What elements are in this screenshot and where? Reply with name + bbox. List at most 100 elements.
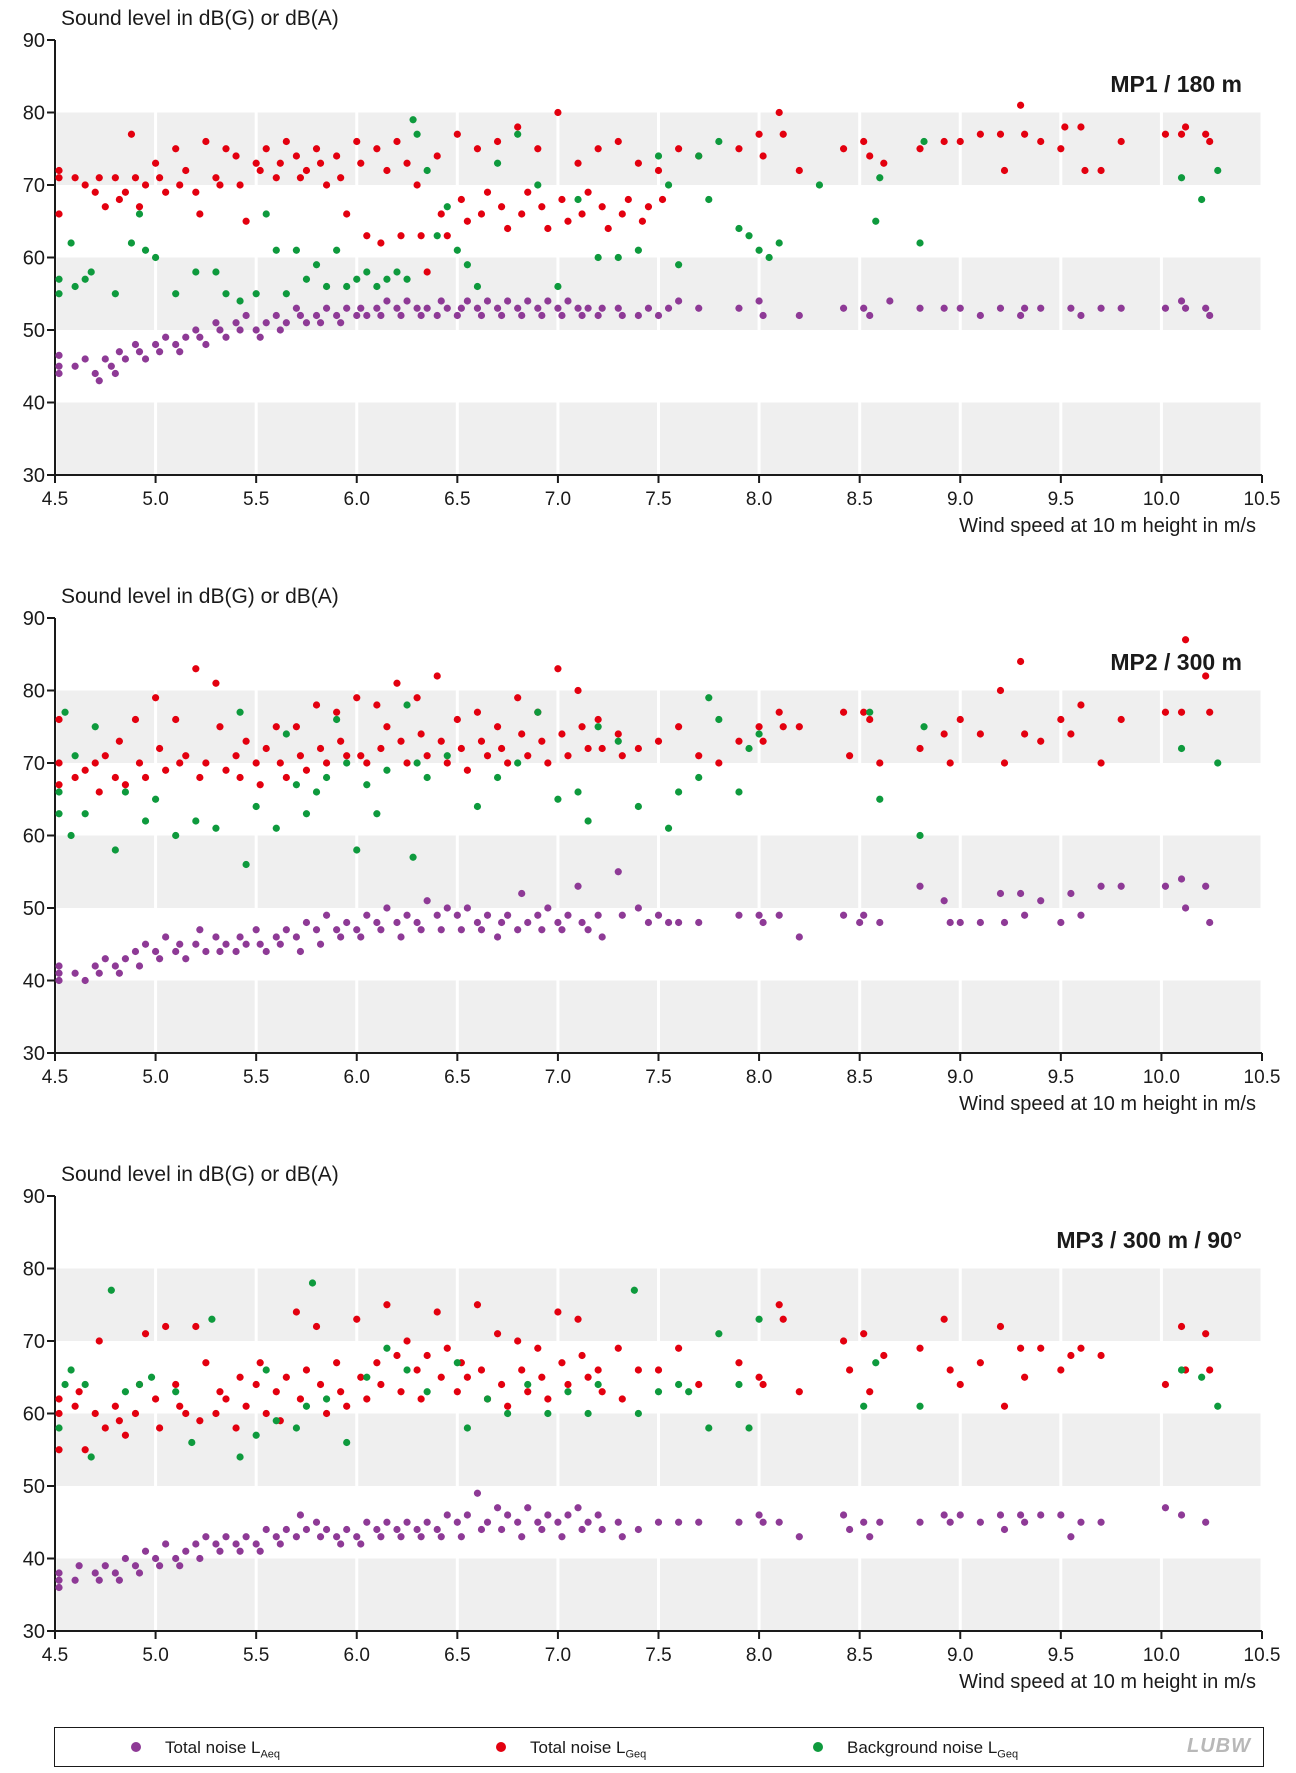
- x-tick-label: 8.5: [846, 489, 872, 510]
- data-point-green: [292, 1424, 300, 1432]
- data-point-purple: [216, 326, 224, 334]
- legend-label: Total noise L: [165, 1738, 261, 1757]
- data-point-green: [272, 246, 280, 254]
- data-point-red: [156, 174, 164, 182]
- data-point-purple: [1202, 1518, 1210, 1526]
- data-point-red: [55, 174, 63, 182]
- data-point-purple: [135, 962, 144, 970]
- y-tick-label: 80: [23, 103, 45, 125]
- data-point-red: [196, 773, 204, 782]
- data-point-purple: [121, 955, 130, 963]
- data-point-red: [357, 159, 365, 167]
- data-point-purple: [695, 304, 703, 312]
- data-point-purple: [1181, 904, 1190, 912]
- data-point-green: [876, 795, 884, 803]
- data-point-purple: [578, 918, 586, 927]
- x-tick-label: 5.5: [243, 1645, 269, 1666]
- data-point-purple: [343, 1525, 351, 1534]
- data-point-red: [172, 145, 180, 153]
- data-point-red: [141, 181, 150, 189]
- data-point-purple: [292, 304, 300, 312]
- data-point-green: [715, 137, 723, 146]
- data-point-red: [1202, 1330, 1210, 1338]
- data-point-purple: [594, 1511, 602, 1519]
- data-point-red: [477, 737, 486, 745]
- data-point-green: [192, 817, 200, 825]
- data-point-purple: [1206, 311, 1214, 320]
- legend-marker-green: [813, 1741, 823, 1752]
- data-point-green: [574, 788, 582, 796]
- data-point-red: [1081, 166, 1089, 175]
- y-tick-label: 70: [23, 753, 45, 775]
- data-point-red: [242, 217, 250, 225]
- data-point-red: [715, 759, 723, 767]
- data-point-red: [131, 174, 140, 182]
- data-point-red: [675, 145, 683, 153]
- data-point-red: [222, 1395, 230, 1403]
- data-point-purple: [996, 304, 1005, 312]
- data-point-purple: [232, 319, 240, 327]
- data-point-purple: [584, 304, 592, 312]
- data-point-red: [151, 159, 160, 167]
- data-point-red: [337, 174, 345, 182]
- data-point-red: [222, 766, 230, 774]
- data-point-green: [614, 253, 622, 262]
- data-point-red: [417, 1395, 425, 1403]
- data-point-purple: [946, 1518, 954, 1526]
- data-point-purple: [1161, 1504, 1170, 1512]
- data-point-red: [101, 1424, 109, 1432]
- data-point-green: [453, 246, 461, 254]
- data-point-red: [115, 1417, 123, 1425]
- data-point-purple: [759, 918, 767, 927]
- data-point-red: [222, 145, 230, 153]
- data-point-green: [111, 846, 119, 854]
- data-point-red: [1037, 137, 1045, 146]
- legend-label: Background noise L: [847, 1738, 998, 1757]
- data-point-purple: [558, 1533, 566, 1541]
- data-point-red: [403, 159, 411, 167]
- data-point-red: [996, 130, 1005, 138]
- data-point-red: [695, 752, 703, 760]
- data-point-purple: [574, 882, 582, 890]
- data-point-red: [846, 1366, 854, 1374]
- data-point-red: [544, 1395, 552, 1403]
- data-point-purple: [337, 319, 345, 327]
- data-point-purple: [695, 918, 703, 927]
- data-point-purple: [216, 947, 224, 956]
- data-point-green: [916, 831, 924, 840]
- data-point-red: [262, 1409, 270, 1418]
- legend-item-total-noise-lgeq: Total noise LGeq: [496, 1738, 646, 1760]
- data-point-purple: [176, 1562, 184, 1570]
- data-point-purple: [296, 947, 305, 956]
- data-point-purple: [457, 926, 465, 934]
- y-tick-label: 70: [23, 1331, 45, 1353]
- data-point-red: [846, 752, 854, 760]
- data-point-purple: [1097, 304, 1105, 312]
- data-point-purple: [876, 918, 884, 927]
- x-tick-label: 5.0: [142, 489, 168, 510]
- data-point-purple: [343, 918, 351, 927]
- data-point-red: [594, 145, 602, 153]
- data-point-red: [256, 1359, 264, 1367]
- data-point-purple: [397, 933, 405, 941]
- data-point-green: [735, 788, 743, 796]
- data-point-purple: [423, 304, 431, 312]
- data-point-purple: [477, 311, 486, 320]
- data-point-green: [745, 232, 753, 240]
- data-point-purple: [373, 1525, 381, 1534]
- data-point-purple: [504, 1511, 512, 1519]
- data-point-purple: [735, 1518, 743, 1526]
- data-point-purple: [115, 969, 123, 977]
- data-point-purple: [1206, 918, 1214, 927]
- data-point-red: [292, 1308, 300, 1316]
- data-point-red: [1017, 657, 1025, 666]
- data-point-purple: [135, 348, 144, 356]
- data-point-red: [614, 1344, 622, 1352]
- y-tick-label: 90: [23, 30, 45, 52]
- panel-label: MP2 / 300 m: [1110, 649, 1242, 675]
- data-point-green: [252, 290, 260, 298]
- data-point-green: [363, 268, 371, 276]
- data-point-purple: [135, 1569, 144, 1577]
- data-point-purple: [397, 311, 405, 320]
- data-point-purple: [302, 1525, 311, 1534]
